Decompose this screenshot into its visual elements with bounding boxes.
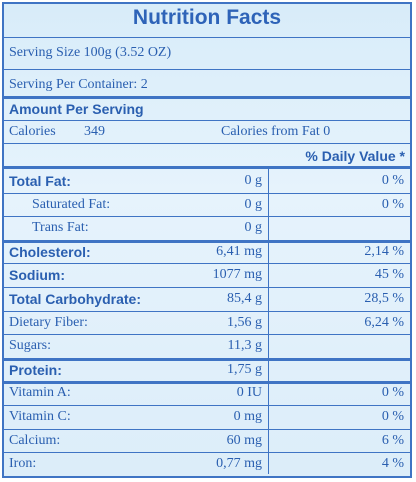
- nutrient-daily-value: 28,5 %: [364, 291, 404, 306]
- row-divider: [4, 287, 410, 288]
- nutrient-label: Saturated Fat:: [32, 196, 111, 212]
- row-divider: [4, 381, 410, 385]
- row-divider: [4, 192, 410, 194]
- nutrient-label: Vitamin A:: [9, 385, 71, 401]
- divider: [4, 69, 410, 70]
- nutrient-amount: 0 g: [244, 220, 263, 236]
- nutrient-amount: 0 IU: [236, 385, 262, 401]
- row-divider: [4, 452, 410, 454]
- nutrient-amount: 0 g: [244, 173, 263, 188]
- nutrient-daily-value: 4 %: [381, 456, 404, 472]
- nutrient-daily-value: 45 %: [374, 267, 404, 283]
- nutrient-amount: 1,56 g: [227, 314, 262, 330]
- divider: [4, 120, 410, 121]
- nutrient-amount: 0 g: [244, 196, 263, 212]
- nutrient-daily-value: 0 %: [381, 409, 404, 424]
- nutrient-amount: 6,41 mg: [216, 243, 262, 259]
- nutrient-label: Vitamin C:: [9, 409, 71, 424]
- row-divider: [4, 216, 410, 218]
- divider: [4, 37, 410, 38]
- nutrient-label: Sodium:: [9, 267, 65, 284]
- nutrient-label: Iron:: [9, 456, 37, 472]
- row-divider: [4, 405, 410, 406]
- row-divider: [4, 357, 410, 361]
- nutrient-amount: 1,75 g: [227, 361, 262, 377]
- nutrient-amount: 85,4 g: [227, 291, 262, 306]
- calories-label: Calories: [9, 124, 56, 139]
- nutrition-facts-panel: Nutrition Facts Serving Size 100g (3.52 …: [2, 2, 412, 478]
- nutrient-label: Dietary Fiber:: [9, 314, 88, 330]
- nutrient-label: Total Carbohydrate:: [9, 291, 141, 307]
- row-divider: [4, 334, 410, 336]
- row-divider: [4, 310, 410, 312]
- nutrient-daily-value: 0 %: [381, 385, 404, 401]
- serving-size: Serving Size 100g (3.52 OZ): [9, 45, 172, 60]
- servings-per-container: Serving Per Container: 2: [9, 77, 148, 92]
- calories-from-fat: Calories from Fat 0: [221, 124, 331, 139]
- nutrient-amount: 0 mg: [233, 409, 262, 424]
- row-divider: [4, 239, 410, 243]
- nutrient-daily-value: 6 %: [381, 432, 404, 448]
- nutrient-label: Trans Fat:: [32, 220, 89, 236]
- nutrient-daily-value: 0 %: [381, 173, 404, 188]
- row-divider: [4, 428, 410, 430]
- amount-per-serving: Amount Per Serving: [9, 101, 144, 117]
- divider-thick: [4, 166, 410, 169]
- calories-value: 349: [84, 124, 105, 139]
- nutrient-label: Calcium:: [9, 432, 61, 448]
- divider-thick: [4, 96, 410, 99]
- nutrient-daily-value: 2,14 %: [364, 243, 404, 259]
- nutrient-amount: 0,77 mg: [216, 456, 262, 472]
- nutrition-title: Nutrition Facts: [132, 6, 282, 29]
- nutrient-daily-value: 6,24 %: [364, 314, 404, 330]
- nutrient-amount: 60 mg: [226, 432, 262, 448]
- nutrient-label: Total Fat:: [9, 173, 71, 189]
- nutrient-amount: 1077 mg: [212, 267, 262, 283]
- nutrient-label: Cholesterol:: [9, 243, 91, 260]
- nutrient-amount: 11,3 g: [227, 338, 262, 354]
- nutrient-daily-value: 0 %: [381, 196, 404, 212]
- divider: [4, 143, 410, 144]
- column-divider: [268, 167, 269, 474]
- nutrient-label: Protein:: [9, 361, 62, 378]
- nutrient-label: Sugars:: [9, 338, 51, 354]
- daily-value-header: % Daily Value *: [305, 148, 405, 164]
- row-divider: [4, 263, 410, 265]
